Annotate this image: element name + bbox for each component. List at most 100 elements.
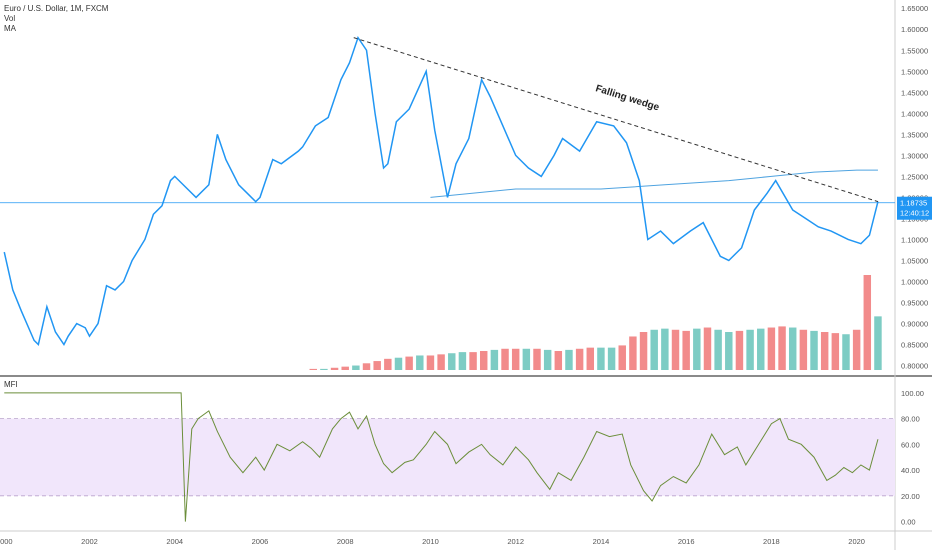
volume-bar <box>533 348 541 370</box>
volume-bar <box>469 352 477 370</box>
mfi-legend-box: MFI <box>4 380 18 390</box>
volume-bar <box>543 349 552 370</box>
volume-bar <box>671 329 680 370</box>
volume-bar <box>778 326 786 370</box>
volume-bar <box>661 328 669 370</box>
volume-bar <box>437 354 445 370</box>
volume-bar <box>831 333 840 370</box>
mfi-band <box>0 418 895 496</box>
volume-bar <box>394 357 403 370</box>
volume-bar <box>682 330 690 370</box>
price-tick-label: 1.00000 <box>901 278 928 287</box>
volume-bar <box>554 351 563 370</box>
time-tick-label: 2006 <box>252 537 269 546</box>
volume-bars <box>309 275 882 370</box>
volume-bar <box>501 348 509 370</box>
volume-bar <box>703 327 712 370</box>
time-tick-label: 2008 <box>337 537 354 546</box>
wedge-trendline <box>353 37 879 203</box>
mfi-tick-label: 0.00 <box>901 518 916 527</box>
volume-bar <box>874 316 882 370</box>
volume-bar <box>330 367 339 370</box>
time-tick-label: 2002 <box>81 537 98 546</box>
ma-series-line <box>430 169 878 198</box>
volume-bar <box>479 351 488 370</box>
wedge-label: Falling wedge <box>594 83 661 113</box>
volume-bar <box>426 355 435 370</box>
volume-bar <box>810 330 818 370</box>
price-pane: Falling wedge <box>0 35 895 347</box>
price-tick-label: 0.85000 <box>901 341 928 350</box>
mfi-tick-label: 80.00 <box>901 415 920 424</box>
volume-bar <box>788 327 797 370</box>
mfi-tick-label: 100.00 <box>901 389 924 398</box>
volume-bar <box>650 329 658 370</box>
volume-bar <box>341 366 349 370</box>
price-badge <box>897 196 932 220</box>
price-tick-label: 1.35000 <box>901 130 928 139</box>
volume-bar <box>458 352 467 370</box>
price-tick-label: 1.50000 <box>901 67 928 76</box>
time-tick-label: 2018 <box>763 537 780 546</box>
volume-bar <box>309 368 317 370</box>
volume-bar <box>735 330 744 370</box>
mfi-tick-label: 60.00 <box>901 440 920 449</box>
volume-bar <box>714 329 722 370</box>
volume-bar <box>639 332 648 370</box>
mfi-tick-label: 40.00 <box>901 466 920 475</box>
volume-bar <box>320 368 328 370</box>
volume-bar <box>416 355 424 370</box>
volume-bar <box>373 361 381 370</box>
price-tick-label: 1.65000 <box>901 4 928 13</box>
vol-legend[interactable]: Vol <box>4 14 16 23</box>
mfi-tick-label: 20.00 <box>901 492 920 501</box>
volume-bar <box>799 329 808 370</box>
volume-bar <box>820 332 829 370</box>
price-tick-label: 0.95000 <box>901 299 928 308</box>
price-tick-label: 1.10000 <box>901 235 928 244</box>
volume-bar <box>767 327 776 370</box>
volume-bar <box>852 329 861 370</box>
volume-bar <box>618 345 626 370</box>
ma-legend[interactable]: MA <box>4 24 16 33</box>
mfi-pane <box>4 392 879 522</box>
price-tick-label: 0.80000 <box>901 362 928 371</box>
time-tick-label: 2000 <box>0 537 13 546</box>
price-badge-countdown: 12:40:12 <box>900 209 929 218</box>
time-tick-label: 2010 <box>422 537 439 546</box>
legend: Euro / U.S. Dollar, 1M, FXCM Vol MA <box>4 4 108 34</box>
price-tick-label: 1.05000 <box>901 256 928 265</box>
volume-bar <box>362 363 371 370</box>
axis-layer: 1.65000 1.60000 1.55000 1.50000 1.45000 1.400… <box>0 4 932 546</box>
price-tick-label: 1.30000 <box>901 151 928 160</box>
volume-bar <box>448 353 456 370</box>
price-tick-label: 1.60000 <box>901 25 928 34</box>
volume-bar <box>863 275 872 370</box>
volume-bar <box>757 328 765 370</box>
volume-bar <box>522 348 531 370</box>
volume-bar <box>586 347 595 370</box>
volume-bar <box>629 336 637 370</box>
time-tick-label: 2004 <box>166 537 183 546</box>
price-tick-label: 1.40000 <box>901 109 928 118</box>
volume-bar <box>352 365 360 370</box>
mfi-legend[interactable]: MFI <box>4 380 18 389</box>
volume-bar <box>693 328 701 370</box>
price-tick-label: 0.90000 <box>901 320 928 329</box>
symbol-title[interactable]: Euro / U.S. Dollar, 1M, FXCM <box>4 4 109 13</box>
volume-bar <box>725 332 733 370</box>
time-tick-label: 2016 <box>678 537 695 546</box>
volume-bar <box>405 356 413 370</box>
volume-bar <box>565 349 573 370</box>
price-tick-label: 1.25000 <box>901 172 928 181</box>
price-tick-label: 1.55000 <box>901 46 928 55</box>
price-series-line <box>3 35 879 347</box>
price-tick-label: 1.45000 <box>901 88 928 97</box>
volume-bar <box>746 329 754 370</box>
volume-bar <box>575 348 584 370</box>
mfi-series-line <box>4 392 879 522</box>
volume-bar <box>597 347 605 370</box>
time-tick-label: 2012 <box>507 537 524 546</box>
